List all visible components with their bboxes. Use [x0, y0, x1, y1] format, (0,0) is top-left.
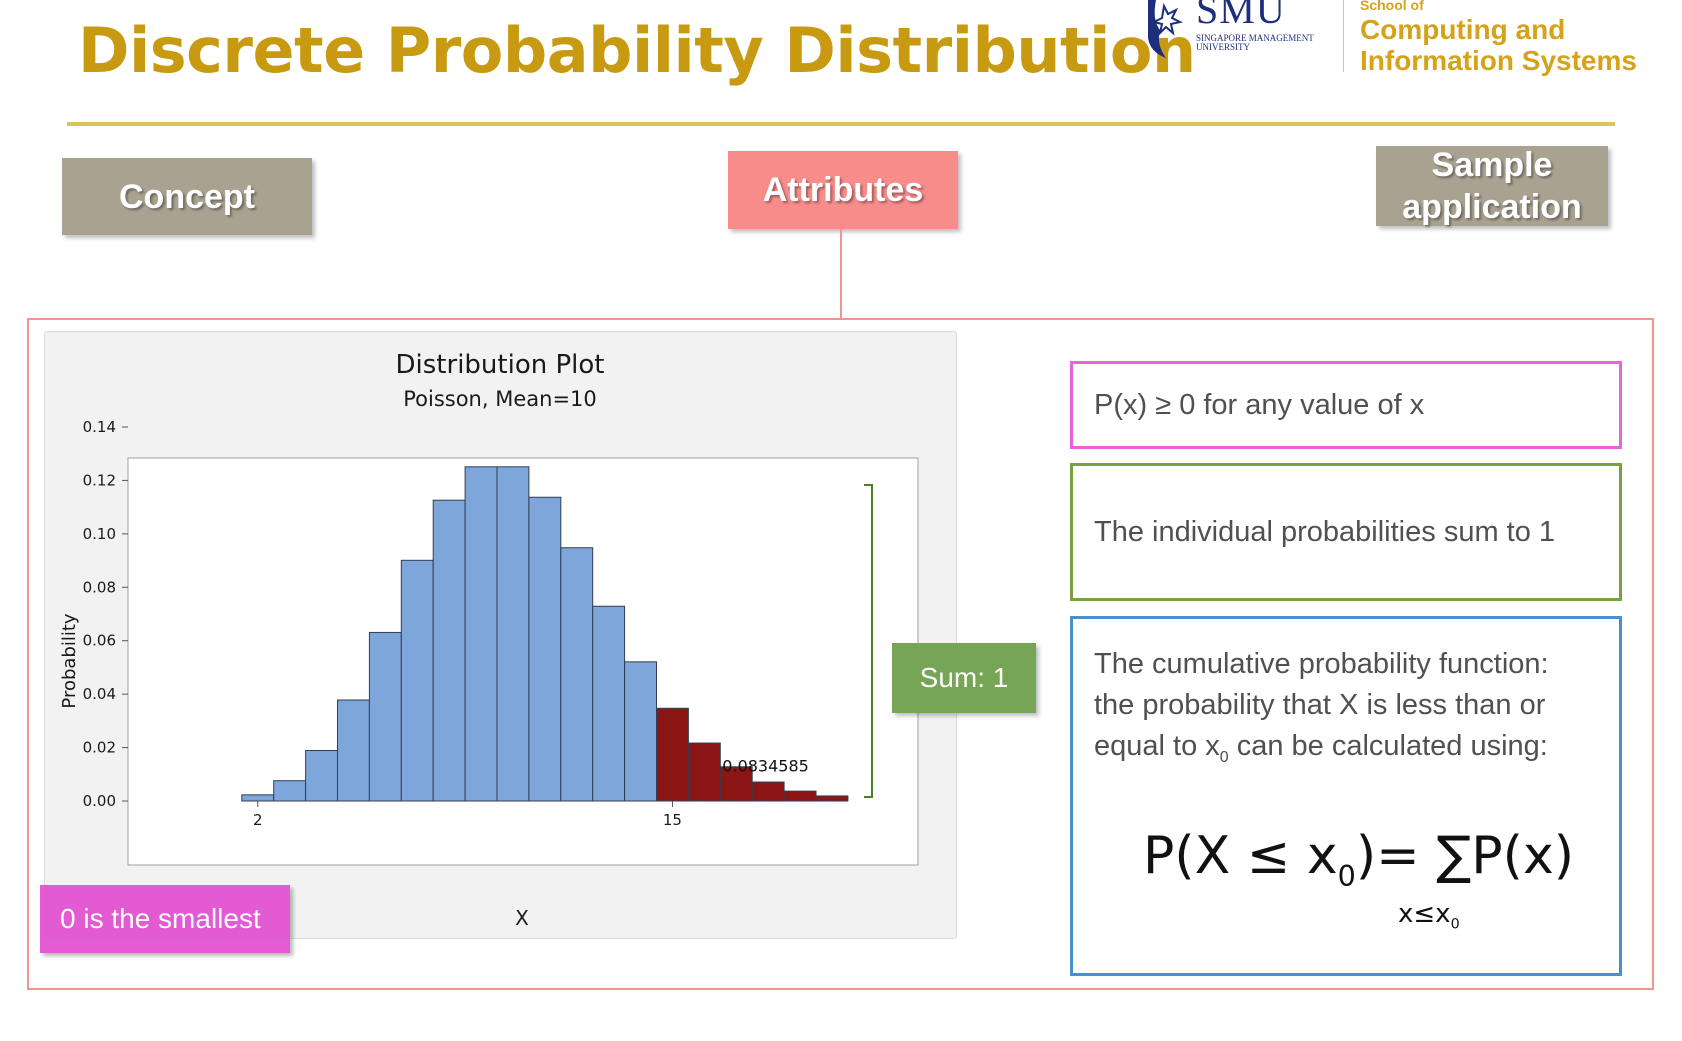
logo-school-line1: Computing and — [1360, 14, 1566, 45]
bar — [337, 699, 370, 802]
bar — [432, 499, 466, 802]
smallest-callout: 0 is the smallest — [40, 885, 290, 953]
formula-index-sub: 0 — [1450, 916, 1460, 933]
sum-callout: Sum: 1 — [892, 643, 1036, 713]
distribution-plot: Distribution Plot Poisson, Mean=10 0.000… — [59, 350, 919, 930]
attributes-frame — [27, 318, 1654, 990]
formula-lhs-sub: 0 — [1337, 858, 1356, 893]
attributes-connector — [840, 229, 842, 318]
y-tick-label: 0.14 — [83, 418, 116, 436]
tab-sample-line1: Sample — [1431, 146, 1553, 184]
page-title: Discrete Probability Distribution — [78, 14, 1196, 87]
tab-attributes[interactable]: Attributes — [728, 151, 958, 229]
bar — [368, 631, 402, 802]
cdf-line3: equal to x0 can be calculated using: — [1094, 726, 1604, 778]
logo-school-line2: Information Systems — [1360, 45, 1637, 76]
logo-school-prefix: School of — [1360, 0, 1424, 13]
formula-index: x≤x — [1398, 899, 1451, 929]
tab-concept[interactable]: Concept — [62, 158, 312, 235]
bar — [624, 661, 657, 802]
shaded-bar — [783, 790, 817, 802]
formula-lhs: P(X ≤ x — [1143, 826, 1338, 886]
logo-separator — [1343, 0, 1344, 72]
y-tick-label: 0.00 — [83, 792, 116, 810]
shaded-bar — [751, 781, 785, 802]
property-sum-to-one-text: The individual probabilities sum to 1 — [1094, 515, 1556, 548]
x-tick-label: 15 — [663, 811, 682, 829]
bar — [560, 547, 594, 802]
chart-subtitle: Poisson, Mean=10 — [403, 387, 597, 411]
bar — [496, 466, 530, 802]
y-tick-label: 0.04 — [83, 685, 116, 703]
property-nonnegative: P(x) ≥ 0 for any value of x — [1070, 361, 1622, 449]
bar — [241, 794, 275, 802]
smu-crest-icon — [1148, 0, 1183, 58]
logo-university-name: SINGAPORE MANAGEMENT UNIVERSITY — [1196, 33, 1314, 52]
cdf-line1: The cumulative probability function: — [1094, 648, 1549, 680]
shaded-bar — [719, 766, 753, 802]
shaded-area-label: 0.0834585 — [722, 757, 809, 776]
chart-title: Distribution Plot — [396, 350, 605, 380]
shaded-bar — [656, 707, 689, 802]
cdf-line3-sub: 0 — [1219, 749, 1229, 767]
shaded-bar — [815, 795, 849, 802]
y-axis: 0.00 0.02 0.04 0.06 0.08 0.10 0.12 0.14 — [83, 418, 128, 810]
formula-summation-index: x≤x0 — [1398, 899, 1460, 932]
tab-sample-line2: application — [1402, 188, 1582, 226]
bar — [273, 780, 307, 802]
property-sum-to-one: The individual probabilities sum to 1 — [1070, 463, 1622, 601]
bars — [241, 466, 849, 802]
y-tick-label: 0.02 — [83, 739, 116, 757]
property-cumulative: The cumulative probability function: the… — [1070, 616, 1622, 976]
cdf-description: The cumulative probability function: the… — [1094, 644, 1604, 778]
sum-bracket — [864, 484, 873, 798]
x-axis-label: X — [515, 906, 529, 930]
x-axis: 2 15 — [253, 801, 682, 829]
logo-school-name: Computing and Information Systems — [1360, 14, 1637, 76]
bar — [305, 750, 339, 802]
y-tick-label: 0.06 — [83, 632, 116, 650]
cdf-line3-pre: equal to x — [1094, 730, 1220, 762]
bar — [400, 559, 434, 802]
bar — [592, 605, 626, 802]
bar — [528, 496, 562, 802]
y-axis-label: Probability — [59, 613, 80, 708]
cdf-formula: P(X ≤ x0)= ∑P(x) — [1143, 826, 1574, 893]
y-tick-label: 0.12 — [83, 471, 116, 489]
tab-sample-application[interactable]: Sample application — [1376, 146, 1608, 226]
header-divider — [67, 122, 1615, 126]
x-tick-label: 2 — [253, 811, 263, 829]
formula-rhs: )= ∑P(x) — [1355, 826, 1575, 886]
bar — [464, 466, 498, 802]
cdf-line2: the probability that X is less than or — [1094, 689, 1546, 721]
logo-wordmark: SMU — [1196, 0, 1286, 32]
shaded-bar — [687, 742, 721, 802]
y-tick-label: 0.10 — [83, 525, 116, 543]
property-nonnegative-text: P(x) ≥ 0 for any value of x — [1094, 388, 1425, 421]
y-tick-label: 0.08 — [83, 578, 116, 596]
cdf-line3-post: can be calculated using: — [1228, 730, 1548, 762]
